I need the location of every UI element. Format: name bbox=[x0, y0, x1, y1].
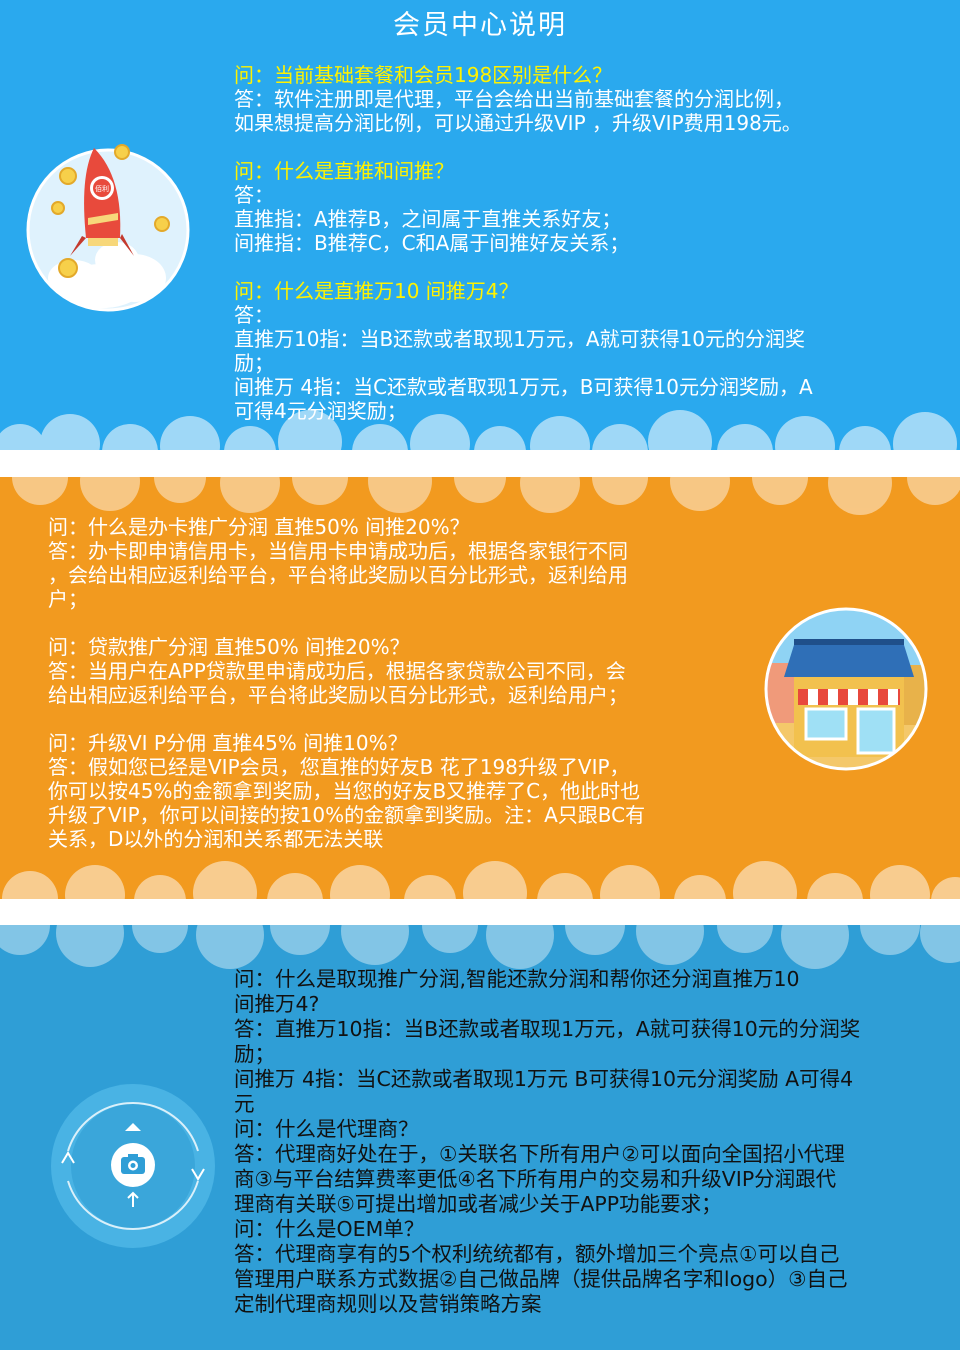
answer-line: 元 bbox=[234, 1092, 255, 1116]
answer-line: 给出相应返利给平台，平台将此奖励以百分比形式，返利给用户； bbox=[48, 683, 628, 707]
answer-line: 励； bbox=[234, 1042, 275, 1066]
answer-line: 间推万 4指：当C还款或者取现1万元，B可获得10元分润奖励，A bbox=[234, 375, 813, 399]
answer-line: 答：当用户在APP贷款里申请成功后，根据各家贷款公司不同，会 bbox=[48, 659, 626, 683]
answer-line: ，会给出相应返利给平台，平台将此奖励以百分比形式，返利给用 bbox=[48, 563, 628, 587]
question: 问：什么是OEM单？ bbox=[234, 1217, 425, 1241]
rocket-illustration: 佰利 bbox=[26, 144, 190, 312]
answer-line: 关系，D以外的分润和关系都无法关联 bbox=[48, 827, 384, 851]
answer-line: 定制代理商规则以及营销策略方案 bbox=[234, 1292, 542, 1316]
answer-line: 商③与平台结算费率更低④名下所有用户的交易和升级VIP分润跟代 bbox=[234, 1167, 837, 1191]
answer-line: 答：代理商好处在于，①关联名下所有用户②可以面向全国招小代理 bbox=[234, 1142, 845, 1166]
shop-illustration bbox=[764, 607, 928, 771]
answer-line: 答：直推万10指：当B还款或者取现1万元，A就可获得10元的分润奖 bbox=[234, 1017, 861, 1041]
answer-line: 理商有关联⑤可提出增加或者减少关于APP功能要求； bbox=[234, 1192, 722, 1216]
panel-promotion-faq: 问：什么是办卡推广分润 直推50% 间推20%？ 答：办卡即申请信用卡，当信用卡… bbox=[0, 477, 960, 899]
answer-line: 可得4元分润奖励； bbox=[234, 399, 407, 423]
answer-line: 间推指：B推荐C，C和A属于间推好友关系； bbox=[234, 231, 630, 255]
faq-list-1: 问：当前基础套餐和会员198区别是什么？ 答：软件注册即是代理，平台会给出当前基… bbox=[234, 63, 813, 423]
answer-line: 直推万10指：当B还款或者取现1万元，A就可获得10元的分润奖 bbox=[234, 327, 806, 351]
answer-line: 你可以按45%的金额拿到奖励，当您的好友B又推荐了C，他此时也 bbox=[48, 779, 641, 803]
answer-line: 答：代理商享有的5个权利统统都有，额外增加三个亮点①可以自己 bbox=[234, 1242, 840, 1266]
answer-line: 间推万 4指：当C还款或者取现1万元 B可获得10元分润奖励 A可得4 bbox=[234, 1067, 854, 1091]
answer-line: 户； bbox=[48, 587, 88, 611]
answer-line: 励； bbox=[234, 351, 274, 375]
question: 问：什么是办卡推广分润 直推50% 间推20%？ bbox=[48, 515, 470, 539]
question: 问：升级VI P分佣 直推45% 间推10%？ bbox=[48, 731, 408, 755]
answer-line: 答：软件注册即是代理，平台会给出当前基础套餐的分润比例， bbox=[234, 87, 794, 111]
panel-agent-faq: 问：什么是取现推广分润,智能还款分润和帮你还分润直推万10 间推万4? 答：直推… bbox=[0, 925, 960, 1350]
rocket-badge-text: 佰利 bbox=[95, 184, 109, 193]
question: 问：什么是直推和间推？ bbox=[234, 159, 454, 183]
question: 间推万4? bbox=[234, 992, 320, 1016]
question: 问：当前基础套餐和会员198区别是什么？ bbox=[234, 63, 613, 87]
cloud-border-top bbox=[12, 477, 960, 515]
camera-icon bbox=[111, 1123, 155, 1187]
answer-line: 答：办卡即申请信用卡，当信用卡申请成功后，根据各家银行不同 bbox=[48, 539, 628, 563]
answer-line: 答： bbox=[234, 303, 274, 327]
page-title: 会员中心说明 bbox=[393, 10, 567, 41]
question: 问：什么是取现推广分润,智能还款分润和帮你还分润直推万10 bbox=[234, 967, 800, 991]
question: 问：贷款推广分润 直推50% 间推20%？ bbox=[48, 635, 410, 659]
answer-line: 直推指：A推荐B，之间属于直推关系好友； bbox=[234, 207, 622, 231]
cloud-border-bottom bbox=[2, 861, 960, 899]
answer-line: 管理用户联系方式数据②自己做品牌（提供品牌名字和logo）③自己 bbox=[234, 1267, 848, 1291]
answer-line: 如果想提高分润比例，可以通过升级VIP ，升级VIP费用198元。 bbox=[234, 111, 802, 135]
faq-list-3: 问：什么是取现推广分润,智能还款分润和帮你还分润直推万10 间推万4? 答：直推… bbox=[234, 967, 860, 1317]
answer-line: 升级了VIP，你可以间接的按10%的金额拿到奖励。注：A只跟BC有 bbox=[48, 803, 646, 827]
question: 问：什么是直推万10 间推万4？ bbox=[234, 279, 519, 303]
faq-list-2: 问：什么是办卡推广分润 直推50% 间推20%？ 答：办卡即申请信用卡，当信用卡… bbox=[48, 515, 645, 851]
answer-line: 答： bbox=[234, 183, 274, 207]
answer-line: 答：假如您已经是VIP会员，您直推的好友B 花了198升级了VIP， bbox=[48, 755, 630, 779]
panel-upgrade-faq: 会员中心说明 佰利 问：当前基础套餐和会员198区别是什么？ 答：软件注册即是代… bbox=[0, 0, 960, 450]
question: 问：什么是代理商？ bbox=[234, 1117, 419, 1141]
camera-illustration bbox=[51, 1084, 215, 1248]
